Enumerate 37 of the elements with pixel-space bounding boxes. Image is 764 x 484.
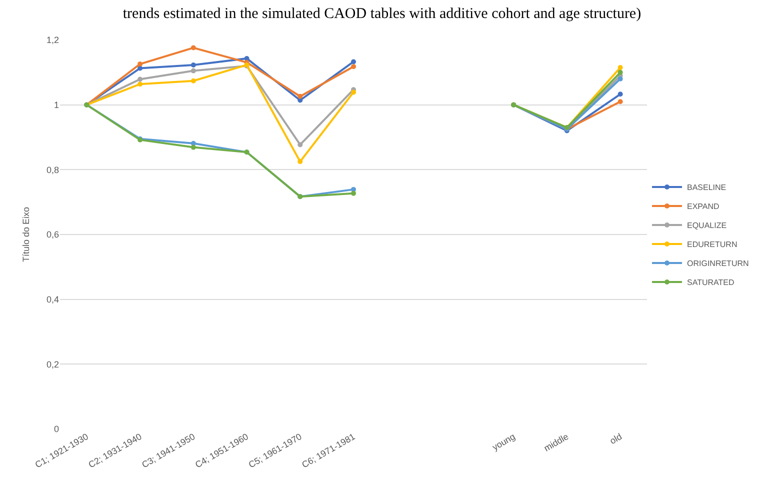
legend-label: SATURATED: [687, 278, 734, 288]
y-axis-title: Título do Eixo: [20, 206, 31, 262]
point: [138, 76, 143, 82]
y-tick-label: 0: [54, 424, 59, 434]
point: [298, 159, 303, 164]
y-tick-label: 1,2: [46, 35, 59, 46]
legend-label: EDURETURN: [687, 240, 738, 250]
point: [298, 94, 303, 99]
point: [190, 68, 196, 74]
legend-label: ORIGINRETURN: [687, 259, 749, 268]
point: [618, 65, 623, 70]
point: [298, 142, 303, 148]
legend-label: EXPAND: [687, 202, 720, 212]
point: [190, 62, 196, 68]
point: [138, 66, 143, 71]
point: [190, 45, 196, 50]
y-tick-label: 0,6: [46, 230, 59, 240]
point: [618, 92, 623, 97]
point: [190, 144, 196, 150]
point: [351, 64, 356, 70]
point: [618, 99, 623, 104]
point: [138, 61, 143, 66]
point: [618, 70, 623, 75]
point: [351, 59, 356, 64]
x-tick-label: old: [608, 431, 624, 446]
point: [351, 190, 356, 196]
y-tick-label: 1: [54, 100, 59, 110]
point: [138, 82, 143, 87]
legend-label: EQUALIZE: [687, 221, 727, 230]
legend-label: BASELINE: [687, 183, 726, 192]
point: [618, 76, 623, 82]
point: [190, 78, 196, 84]
y-tick-label: 0,2: [46, 359, 59, 370]
y-tick-label: 0,4: [46, 294, 59, 304]
point: [351, 90, 356, 95]
y-tick-label: 0,8: [46, 164, 59, 175]
chart-title: trends estimated in the simulated CAOD tables with additive cohort and age structure): [122, 6, 642, 22]
